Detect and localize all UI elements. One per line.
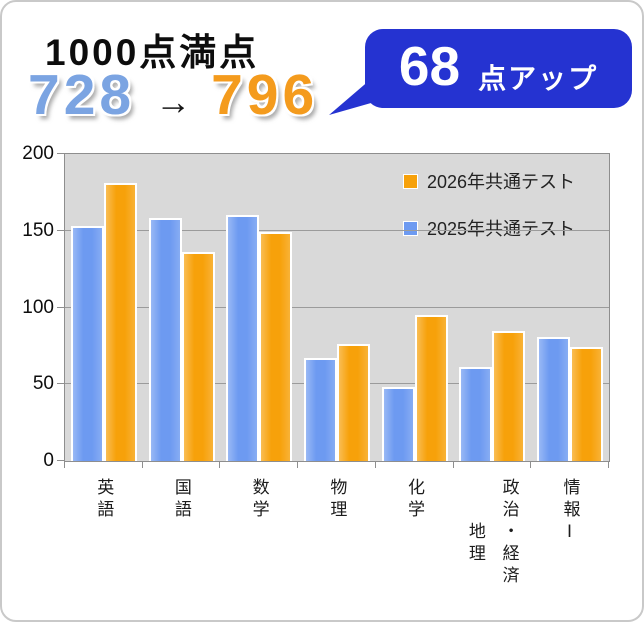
y-axis-tick-200 xyxy=(57,153,64,154)
y-axis-label-0: 0 xyxy=(43,450,54,471)
y-axis-tick-150 xyxy=(57,229,64,231)
score-before: 728 xyxy=(28,63,136,127)
score-up-badge: 68 点アップ xyxy=(329,29,632,115)
legend-label: 2026年共通テスト xyxy=(427,172,576,192)
x-axis-tick-2 xyxy=(219,462,221,468)
x-axis-tick-3 xyxy=(297,462,299,468)
x-axis-tick-0 xyxy=(64,462,65,468)
score-after: 796 xyxy=(211,63,319,127)
x-category-text: 英語 xyxy=(94,478,114,522)
bar-2025年共通テスト-物理 xyxy=(304,358,337,461)
bar-2025年共通テスト-地理・政治・経済 xyxy=(459,367,493,461)
x-category-label-国語: 国語 xyxy=(142,478,220,522)
chart-legend: 2026年共通テスト 2025年共通テスト xyxy=(403,168,575,262)
x-category-text: 政治・経済 xyxy=(499,478,519,588)
bar-2026年共通テスト-英語 xyxy=(103,183,137,461)
x-category-label-化学: 化学 xyxy=(375,478,453,522)
x-category-text: 化学 xyxy=(405,478,425,522)
bar-2026年共通テスト-化学 xyxy=(414,315,448,461)
legend-swatch xyxy=(403,173,418,189)
y-axis-label-200: 200 xyxy=(22,143,54,164)
speech-bubble-tail-icon xyxy=(329,79,371,115)
x-category-label-情報Ⅰ: 情報Ⅰ xyxy=(530,478,608,547)
x-category-text: 数学 xyxy=(249,478,269,522)
x-axis-tick-7 xyxy=(608,462,609,468)
bar-2026年共通テスト-数学 xyxy=(259,232,293,461)
page-title: 1000点満点 xyxy=(45,32,260,73)
bar-2025年共通テスト-英語 xyxy=(70,226,104,461)
gridline-150 xyxy=(65,229,609,231)
bar-2026年共通テスト-国語 xyxy=(181,252,215,461)
x-category-label-数学: 数学 xyxy=(219,478,297,522)
plot-area: 2026年共通テスト 2025年共通テスト xyxy=(64,153,610,462)
y-axis-label-50: 50 xyxy=(32,373,54,395)
legend-entry: 2026年共通テスト xyxy=(403,168,575,194)
y-axis-label-150: 150 xyxy=(22,219,54,241)
y-axis-label-100: 100 xyxy=(22,296,54,318)
x-axis-tick-5 xyxy=(452,462,454,468)
x-axis-tick-1 xyxy=(141,462,143,468)
y-axis-tick-100 xyxy=(57,306,64,308)
bar-2025年共通テスト-国語 xyxy=(148,218,182,461)
x-category-label-物理: 物理 xyxy=(297,478,375,522)
bar-2025年共通テスト-情報Ⅰ xyxy=(537,336,571,461)
x-category-label-地理・政治・経済: 地理 政治・経済 xyxy=(453,478,531,588)
x-category-text: 物理 xyxy=(327,478,347,522)
x-category-label-英語: 英語 xyxy=(64,478,142,522)
gridline-100 xyxy=(65,306,609,308)
badge-points: 68 xyxy=(398,35,461,97)
bar-2026年共通テスト-地理・政治・経済 xyxy=(492,330,526,461)
x-axis-tick-4 xyxy=(374,462,376,468)
legend-swatch xyxy=(403,220,418,236)
arrow-right-icon: → xyxy=(155,81,192,122)
bar-chart: 2026年共通テスト 2025年共通テスト 0 50 100 150 200 英語 国語 数学 物… xyxy=(2,143,642,620)
x-category-text: 国語 xyxy=(171,478,191,522)
bar-2025年共通テスト-化学 xyxy=(381,387,415,461)
bar-2026年共通テスト-物理 xyxy=(337,344,370,461)
legend-entry: 2025年共通テスト xyxy=(403,215,575,241)
badge-suffix: 点アップ xyxy=(478,62,599,94)
x-category-text: 情報Ⅰ xyxy=(560,478,580,547)
y-axis-tick-50 xyxy=(57,383,64,385)
x-category-text: 地理 xyxy=(465,522,485,566)
score-summary: 728 → 796 xyxy=(28,64,318,130)
bar-2025年共通テスト-数学 xyxy=(226,215,260,461)
y-axis-tick-0 xyxy=(57,460,64,461)
bar-2026年共通テスト-情報Ⅰ xyxy=(570,347,604,461)
legend-label: 2025年共通テスト xyxy=(427,219,576,239)
x-axis-tick-6 xyxy=(530,462,532,468)
